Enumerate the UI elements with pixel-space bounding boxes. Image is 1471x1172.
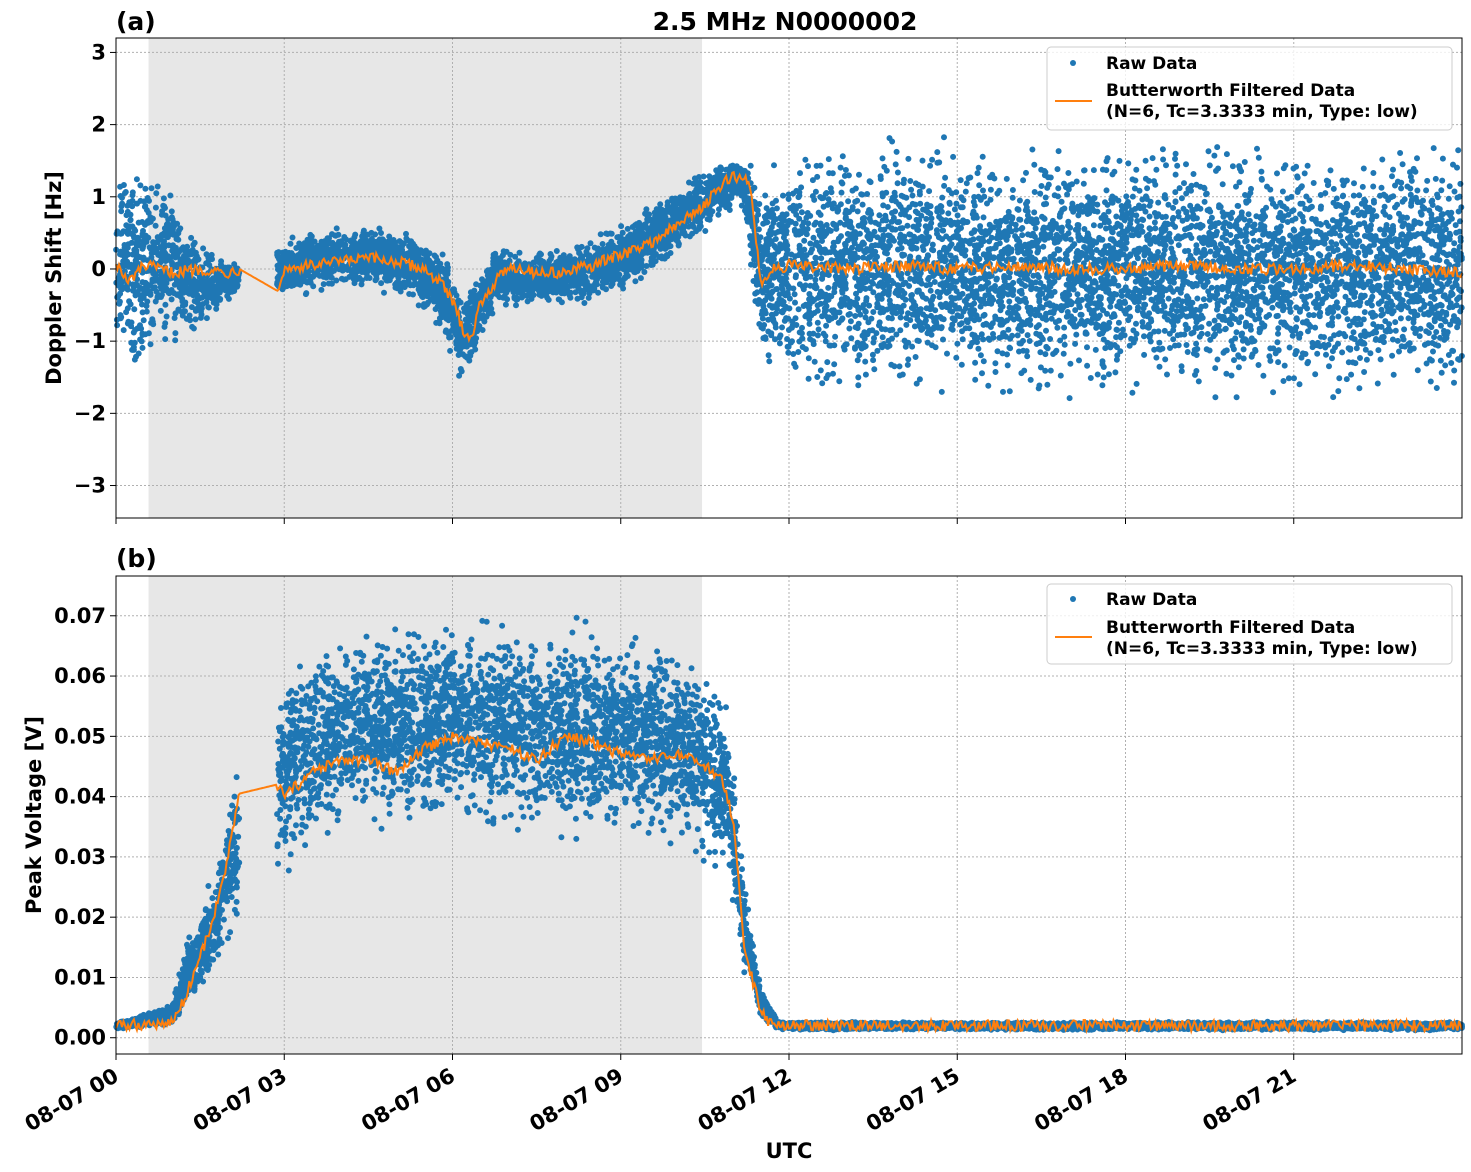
panel-b-legend: Raw Data Butterworth Filtered Data (N=6,… bbox=[1046, 583, 1453, 665]
x-tick-labels: 08-07 00 08-07 03 08-07 06 08-07 09 08-07 12… bbox=[21, 1064, 1301, 1137]
x-tick-label: 08-07 21 bbox=[1198, 1064, 1300, 1137]
panel-a-legend: Raw Data Butterworth Filtered Data (N=6,… bbox=[1046, 46, 1453, 131]
y-tick-label: −1 bbox=[74, 329, 106, 353]
legend-raw-marker bbox=[1070, 60, 1076, 66]
legend-raw-marker bbox=[1070, 596, 1076, 602]
panel-a-ylabel: Doppler Shift [Hz] bbox=[42, 171, 66, 385]
y-tick-label: 0.01 bbox=[54, 965, 106, 989]
panel-a-x-ticks bbox=[115, 518, 1295, 524]
y-tick-label: 0.03 bbox=[54, 845, 106, 869]
figure-title: 2.5 MHz N0000002 bbox=[653, 7, 918, 36]
x-tick-label: 08-07 18 bbox=[1030, 1064, 1132, 1137]
legend-box bbox=[1046, 583, 1453, 665]
x-tick-label: 08-07 06 bbox=[357, 1064, 459, 1137]
legend-filtered-label-2: (N=6, Tc=3.3333 min, Type: low) bbox=[1106, 639, 1418, 659]
y-tick-label: −2 bbox=[74, 401, 106, 425]
x-axis-label: UTC bbox=[766, 1139, 813, 1163]
legend-filtered-label-1: Butterworth Filtered Data bbox=[1106, 618, 1355, 638]
y-tick-label: 0.00 bbox=[54, 1026, 106, 1050]
panel-b-label: (b) bbox=[116, 544, 157, 573]
x-tick-label: 08-07 15 bbox=[862, 1064, 964, 1137]
y-tick-label: 2 bbox=[91, 113, 106, 137]
panel-a-label: (a) bbox=[116, 7, 156, 36]
panel-b-ylabel: Peak Voltage [V] bbox=[22, 716, 46, 914]
x-tick-label: 08-07 00 bbox=[21, 1064, 123, 1137]
y-tick-label: 0.07 bbox=[54, 604, 106, 628]
panel-a-y-ticks: 3 2 1 0 −1 −2 −3 bbox=[74, 40, 116, 498]
x-tick-label: 08-07 12 bbox=[694, 1064, 796, 1137]
panel-b: 0.07 0.06 0.05 0.04 0.03 0.02 0.01 0.00 (b) Pea… bbox=[22, 544, 1465, 1060]
y-tick-label: 0 bbox=[91, 257, 106, 281]
panel-b-x-ticks bbox=[115, 1054, 1295, 1060]
legend-box bbox=[1046, 46, 1453, 131]
y-tick-label: 1 bbox=[91, 185, 106, 209]
y-tick-label: 3 bbox=[91, 40, 106, 64]
legend-filtered-label-2: (N=6, Tc=3.3333 min, Type: low) bbox=[1106, 102, 1418, 122]
legend-raw-label: Raw Data bbox=[1106, 54, 1197, 74]
x-tick-label: 08-07 03 bbox=[189, 1064, 291, 1137]
y-tick-label: 0.05 bbox=[54, 724, 106, 748]
panel-a-filtered-line bbox=[115, 170, 1463, 344]
legend-raw-label: Raw Data bbox=[1106, 590, 1197, 610]
x-tick-label: 08-07 09 bbox=[525, 1064, 627, 1137]
panel-b-y-ticks: 0.07 0.06 0.05 0.04 0.03 0.02 0.01 0.00 bbox=[54, 604, 116, 1050]
y-tick-label: −3 bbox=[74, 474, 106, 498]
panel-b-filtered-line bbox=[115, 731, 1463, 1035]
y-tick-label: 0.04 bbox=[54, 785, 106, 809]
y-tick-label: 0.02 bbox=[54, 905, 106, 929]
y-tick-label: 0.06 bbox=[54, 664, 106, 688]
legend-filtered-label-1: Butterworth Filtered Data bbox=[1106, 81, 1355, 101]
panel-a: 3 2 1 0 −1 −2 −3 (a) Doppler Shift [Hz] Raw Da… bbox=[42, 7, 1465, 524]
